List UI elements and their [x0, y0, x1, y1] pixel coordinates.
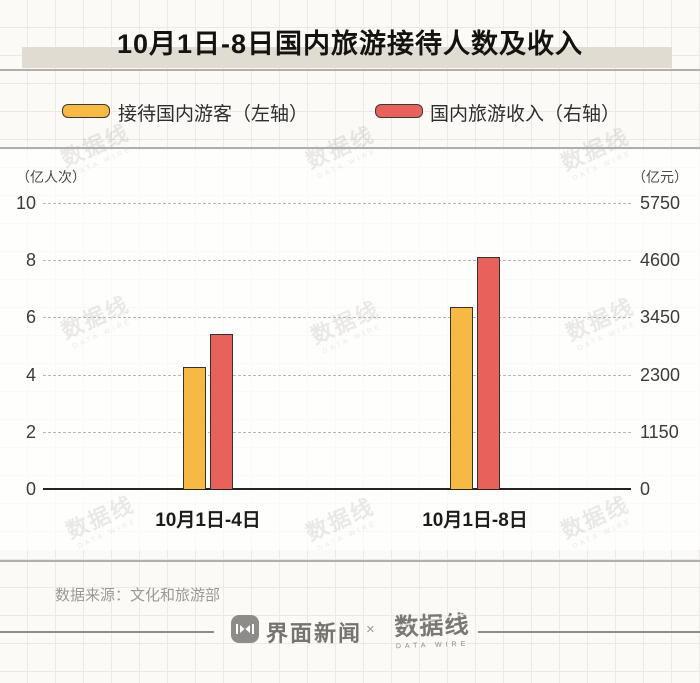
- divider-under-legend: [0, 147, 700, 149]
- gridline: [43, 431, 631, 433]
- gridline: [43, 260, 631, 262]
- right-axis-tick-label: 0: [640, 479, 651, 499]
- x-axis-baseline: [43, 488, 631, 490]
- bar-revenue: [477, 256, 500, 489]
- collab-separator: ×: [366, 621, 375, 638]
- legend-swatch-tourists: [62, 104, 110, 118]
- datawire-logo: 数据线 DATA WIRE: [393, 605, 470, 651]
- datawire-logo-subtext: DATA WIRE: [395, 640, 470, 651]
- legend-swatch-revenue: [375, 104, 423, 118]
- left-axis-tick-label: 2: [25, 421, 36, 442]
- jiemian-logo-icon: [231, 615, 259, 643]
- divider-under-title: [0, 69, 700, 71]
- left-axis-tick-label: 4: [25, 364, 36, 385]
- right-axis-tick-label: 5750: [640, 193, 681, 213]
- jiemian-brand-name: 界面新闻: [266, 621, 363, 646]
- legend-label-tourists: 接待国内游客（左轴）: [118, 104, 309, 125]
- gridline: [43, 317, 631, 319]
- x-axis-category-label: 10月1日-4日: [155, 510, 261, 531]
- page-title: 10月1日-8日国内旅游接待人数及收入: [116, 29, 584, 59]
- right-axis-tick-label: 4600: [640, 250, 681, 271]
- right-axis-unit: （亿元）: [632, 169, 688, 185]
- x-axis-category-label: 10月1日-8日: [422, 510, 528, 531]
- bar-revenue: [210, 333, 233, 489]
- datawire-logo-text: 数据线: [393, 605, 470, 643]
- bar-tourists: [450, 306, 473, 489]
- left-axis-tick-label: 6: [25, 307, 36, 328]
- left-axis-tick-label: 8: [25, 250, 36, 271]
- right-axis-tick-label: 1150: [640, 421, 679, 442]
- plot-background: [0, 150, 700, 550]
- legend-label-revenue: 国内旅游收入（右轴）: [430, 104, 621, 125]
- left-axis-tick-label: 10: [15, 193, 36, 213]
- footer-right-line: [478, 631, 700, 633]
- footer-left-line: [0, 631, 214, 633]
- gridline: [43, 203, 631, 204]
- divider-above-footer: [0, 560, 700, 562]
- jiemian-glyph: [236, 624, 254, 634]
- left-axis-unit: （亿人次）: [16, 169, 86, 185]
- right-axis-tick-label: 3450: [640, 307, 681, 328]
- data-source-note: 数据来源：文化和旅游部: [55, 587, 221, 604]
- title-highlight-band: [22, 47, 672, 68]
- left-axis-tick-label: 0: [25, 479, 36, 499]
- bar-tourists: [183, 367, 206, 489]
- gridline: [43, 374, 631, 376]
- right-axis-tick-label: 2300: [640, 364, 681, 385]
